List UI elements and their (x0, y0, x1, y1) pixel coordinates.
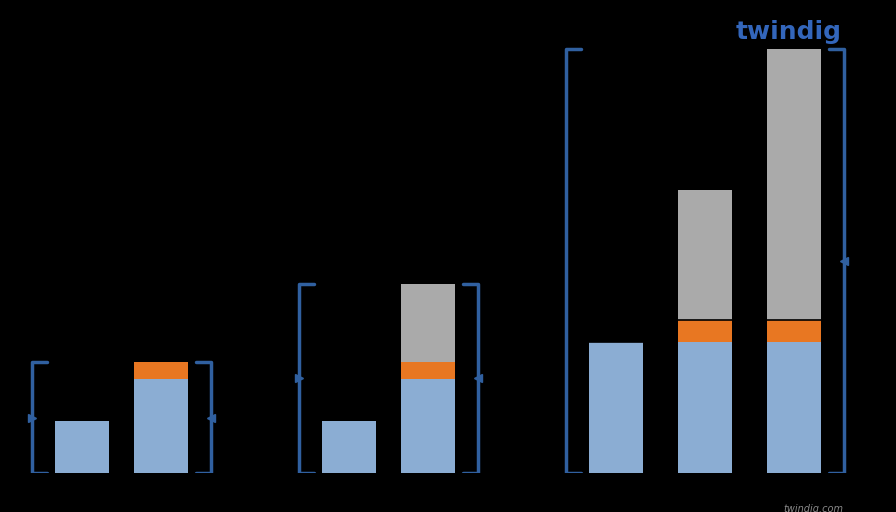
Bar (322, 421, 376, 473)
Text: twindig: twindig (736, 20, 841, 45)
Bar (767, 49, 822, 321)
Bar (589, 343, 643, 473)
Bar (767, 343, 822, 473)
Bar (678, 321, 732, 343)
Bar (134, 362, 188, 379)
Bar (678, 190, 732, 321)
Bar (401, 379, 455, 473)
Bar (134, 379, 188, 473)
Bar (401, 284, 455, 362)
Bar (401, 362, 455, 379)
Bar (55, 421, 109, 473)
Text: twindig.com: twindig.com (784, 504, 844, 512)
Bar (767, 321, 822, 343)
Bar (678, 343, 732, 473)
